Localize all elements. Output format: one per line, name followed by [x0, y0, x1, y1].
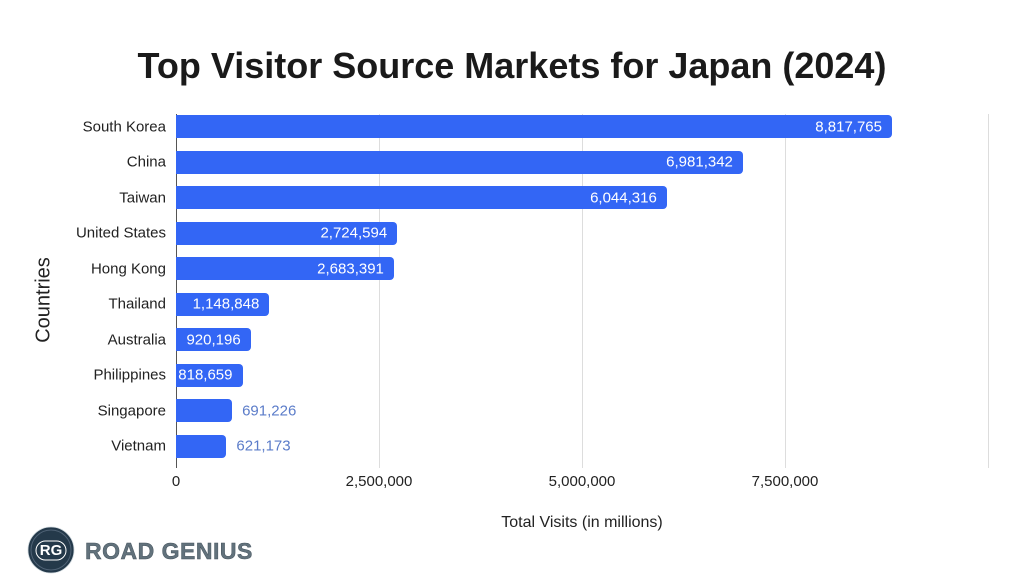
svg-text:RG: RG [40, 542, 63, 559]
